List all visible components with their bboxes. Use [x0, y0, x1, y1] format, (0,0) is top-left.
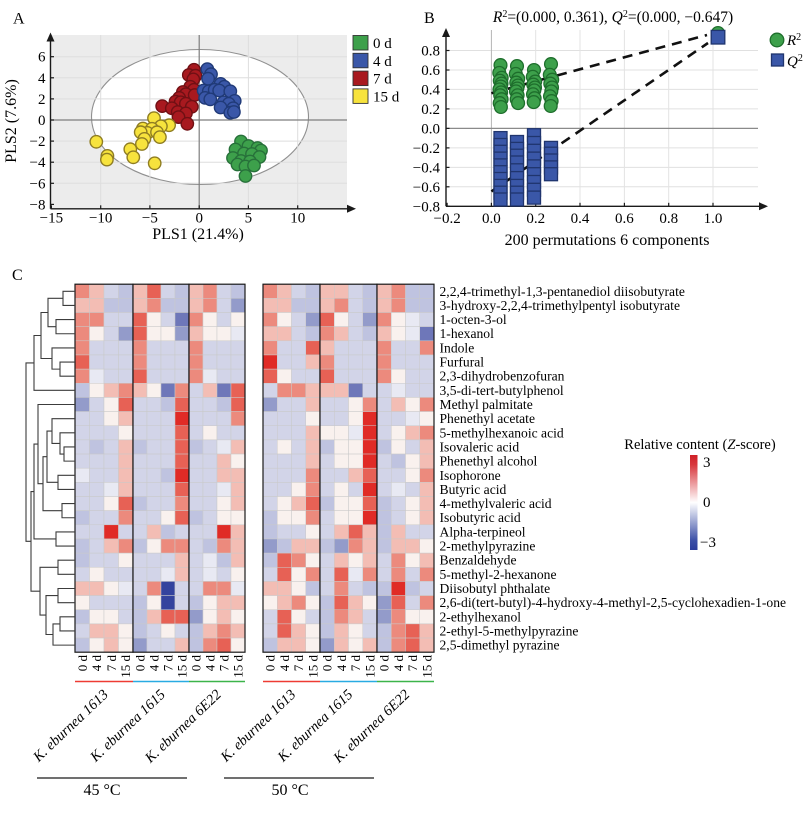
svg-text:5: 5 [245, 211, 253, 227]
svg-text:7 d: 7 d [161, 655, 176, 672]
svg-text:−2: −2 [30, 134, 46, 150]
svg-text:4 d: 4 d [373, 54, 392, 70]
svg-text:Furfural: Furfural [440, 355, 485, 370]
svg-text:50 °C: 50 °C [271, 782, 308, 799]
svg-text:1.0: 1.0 [704, 211, 723, 227]
svg-text:0.6: 0.6 [615, 211, 634, 227]
svg-text:7 d: 7 d [373, 72, 392, 88]
svg-text:4 d: 4 d [147, 655, 162, 672]
svg-text:15 d: 15 d [231, 655, 246, 678]
svg-text:0.0: 0.0 [482, 211, 501, 227]
svg-text:R2=(0.000, 0.361), Q2=(0.000,: R2=(0.000, 0.361), Q2=(0.000, −0.647) [492, 9, 733, 26]
svg-text:−15: −15 [40, 211, 63, 227]
svg-text:2: 2 [38, 92, 46, 108]
svg-text:Isobutyric acid: Isobutyric acid [440, 510, 521, 525]
svg-text:15 d: 15 d [362, 655, 377, 678]
svg-text:−5: −5 [142, 211, 158, 227]
svg-text:0.4: 0.4 [421, 82, 440, 98]
svg-text:7 d: 7 d [291, 655, 306, 672]
svg-text:Alpha-terpineol: Alpha-terpineol [440, 524, 526, 539]
svg-text:2-ethylhexanol: 2-ethylhexanol [440, 609, 522, 624]
svg-text:4: 4 [38, 71, 46, 87]
svg-text:0.2: 0.2 [421, 102, 440, 118]
svg-text:Diisobutyl phthalate: Diisobutyl phthalate [440, 581, 551, 596]
svg-text:0: 0 [38, 113, 46, 129]
svg-text:15 d: 15 d [373, 89, 400, 105]
svg-text:4 d: 4 d [203, 655, 218, 672]
svg-text:4 d: 4 d [334, 655, 349, 672]
svg-text:7 d: 7 d [104, 655, 119, 672]
svg-text:−10: −10 [89, 211, 112, 227]
svg-text:10: 10 [290, 211, 305, 227]
svg-text:4 d: 4 d [277, 655, 292, 672]
svg-text:Isovaleric acid: Isovaleric acid [440, 440, 520, 455]
svg-text:15 d: 15 d [118, 655, 133, 678]
svg-text:Q2: Q2 [787, 53, 803, 70]
svg-text:−4: −4 [30, 155, 46, 171]
svg-text:4 d: 4 d [89, 655, 104, 672]
svg-text:−6: −6 [30, 176, 46, 192]
svg-text:−0.2: −0.2 [433, 211, 460, 227]
svg-text:6: 6 [38, 50, 46, 66]
svg-text:0: 0 [195, 211, 203, 227]
svg-text:3,5-di-tert-butylphenol: 3,5-di-tert-butylphenol [440, 383, 564, 398]
svg-text:0.8: 0.8 [421, 44, 440, 60]
svg-text:0.0: 0.0 [421, 121, 440, 137]
svg-text:5-methyl-2-hexanone: 5-methyl-2-hexanone [440, 567, 557, 582]
svg-text:3-hydroxy-2,2,4-trimethylpenty: 3-hydroxy-2,2,4-trimethylpentyl isobutyr… [440, 298, 681, 313]
svg-text:2,2,4-trimethyl-1,3-pentanedio: 2,2,4-trimethyl-1,3-pentanediol diisobut… [440, 284, 685, 299]
svg-text:Indole: Indole [440, 340, 475, 355]
svg-text:15 d: 15 d [419, 655, 434, 678]
svg-text:0 d: 0 d [263, 655, 278, 672]
svg-text:45 °C: 45 °C [83, 782, 120, 799]
svg-text:0 d: 0 d [75, 655, 90, 672]
svg-text:R2: R2 [786, 32, 801, 49]
svg-text:PLS1 (21.4%): PLS1 (21.4%) [152, 226, 244, 243]
svg-text:0 d: 0 d [133, 655, 148, 672]
svg-text:0 d: 0 d [377, 655, 392, 672]
svg-text:2-methylpyrazine: 2-methylpyrazine [440, 539, 536, 554]
svg-text:15 d: 15 d [305, 655, 320, 678]
svg-text:Phenethyl alcohol: Phenethyl alcohol [440, 454, 538, 469]
svg-text:0.4: 0.4 [571, 211, 590, 227]
svg-text:0: 0 [703, 495, 711, 511]
svg-text:Methyl palmitate: Methyl palmitate [440, 397, 533, 412]
svg-text:15 d: 15 d [175, 655, 190, 678]
svg-text:PLS2 (7.6%): PLS2 (7.6%) [3, 79, 20, 163]
svg-text:Benzaldehyde: Benzaldehyde [440, 553, 517, 568]
svg-text:Phenethyl acetate: Phenethyl acetate [440, 411, 536, 426]
svg-text:A: A [13, 11, 25, 28]
svg-text:−8: −8 [30, 197, 46, 213]
svg-text:2,5-dimethyl pyrazine: 2,5-dimethyl pyrazine [440, 638, 560, 653]
svg-text:2-ethyl-5-methylpyrazine: 2-ethyl-5-methylpyrazine [440, 624, 579, 639]
svg-text:−0.2: −0.2 [413, 141, 440, 157]
svg-text:0 d: 0 d [373, 36, 392, 52]
svg-text:0 d: 0 d [189, 655, 204, 672]
svg-text:7 d: 7 d [217, 655, 232, 672]
svg-text:−3: −3 [700, 535, 716, 551]
svg-text:0.8: 0.8 [659, 211, 678, 227]
svg-text:−0.6: −0.6 [413, 180, 441, 196]
svg-text:Relative content (Z-score): Relative content (Z-score) [624, 437, 776, 453]
svg-text:2,3-dihydrobenzofuran: 2,3-dihydrobenzofuran [440, 369, 565, 384]
svg-text:−0.4: −0.4 [413, 160, 441, 176]
svg-text:Butyric acid: Butyric acid [440, 482, 507, 497]
svg-text:Isophorone: Isophorone [440, 468, 501, 483]
svg-text:0 d: 0 d [320, 655, 335, 672]
svg-text:3: 3 [703, 455, 711, 471]
svg-text:7 d: 7 d [405, 655, 420, 672]
svg-text:4 d: 4 d [391, 655, 406, 672]
svg-text:1-octen-3-ol: 1-octen-3-ol [440, 312, 507, 327]
svg-text:0.2: 0.2 [526, 211, 545, 227]
svg-text:C: C [12, 267, 23, 284]
svg-text:200 permutations 6 components: 200 permutations 6 components [505, 232, 710, 249]
svg-text:5-methylhexanoic acid: 5-methylhexanoic acid [440, 425, 564, 440]
svg-text:2,6-di(tert-butyl)-4-hydroxy-4: 2,6-di(tert-butyl)-4-hydroxy-4-methyl-2,… [440, 595, 787, 611]
svg-text:4-methylvaleric acid: 4-methylvaleric acid [440, 496, 552, 511]
svg-text:−0.8: −0.8 [413, 199, 440, 215]
svg-text:B: B [424, 10, 435, 27]
svg-text:0.6: 0.6 [421, 63, 440, 79]
svg-text:1-hexanol: 1-hexanol [440, 326, 495, 341]
svg-text:7 d: 7 d [348, 655, 363, 672]
